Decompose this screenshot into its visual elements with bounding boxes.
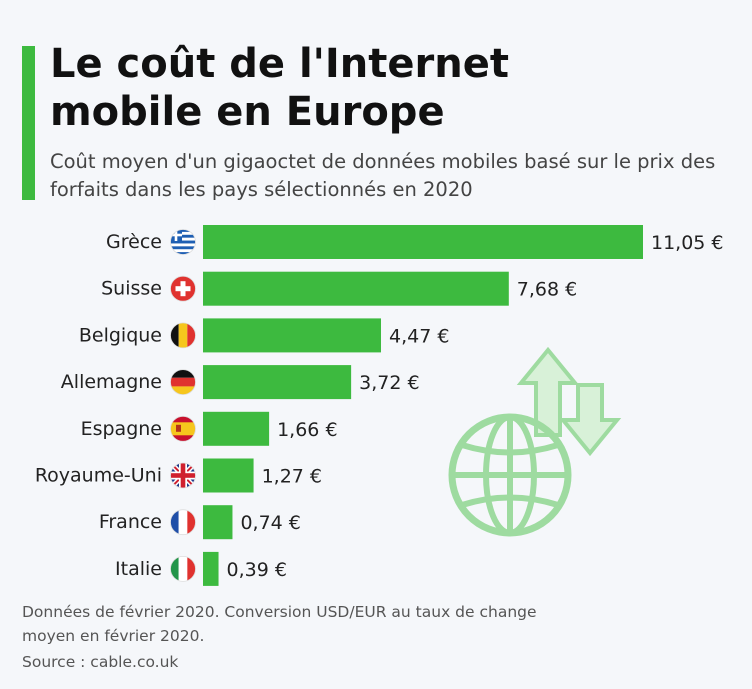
bar [203, 318, 381, 353]
globe-with-arrows-icon [448, 346, 622, 537]
chart-title: Le coût de l'Internet mobile en Europe [50, 41, 509, 135]
bar [203, 458, 254, 493]
value-label: 1,27 € [262, 466, 322, 488]
italy-flag-icon [170, 555, 196, 582]
bar [203, 411, 270, 446]
category-label: Royaume-Uni [35, 465, 162, 487]
bar [203, 365, 352, 400]
belgium-flag-icon [170, 322, 196, 349]
germany-flag-icon [170, 369, 196, 396]
title-accent-bar [22, 46, 35, 200]
value-label: 0,39 € [227, 559, 287, 581]
france-flag-icon [170, 509, 196, 536]
greece-flag-icon [170, 229, 196, 255]
category-label: France [99, 511, 162, 533]
bar [203, 505, 233, 540]
bar [203, 225, 643, 259]
uk-flag-icon [170, 462, 196, 489]
bar-chart: Grèce 11,05 € Suisse 7,68 € Belgique 4,47 € Al… [35, 225, 724, 586]
value-label: 7,68 € [517, 279, 577, 301]
value-label: 11,05 € [651, 232, 724, 254]
category-label: Belgique [79, 324, 162, 346]
source: Source : cable.co.uk [22, 653, 179, 671]
category-label: Espagne [81, 418, 162, 440]
category-label: Allemagne [61, 371, 162, 393]
chart-subtitle: Coût moyen d'un gigaoctet de données mob… [50, 150, 716, 201]
value-label: 0,74 € [240, 512, 300, 534]
category-label: Grèce [106, 231, 162, 253]
bar [203, 551, 219, 586]
category-label: Italie [115, 558, 162, 580]
value-label: 4,47 € [389, 325, 449, 347]
footnote: Données de février 2020. Conversion USD/… [22, 603, 537, 645]
category-label: Suisse [101, 278, 162, 300]
switzerland-flag-icon [170, 275, 196, 302]
value-label: 3,72 € [359, 372, 419, 394]
bar [203, 271, 509, 306]
spain-flag-icon [170, 415, 196, 442]
value-label: 1,66 € [277, 419, 337, 441]
